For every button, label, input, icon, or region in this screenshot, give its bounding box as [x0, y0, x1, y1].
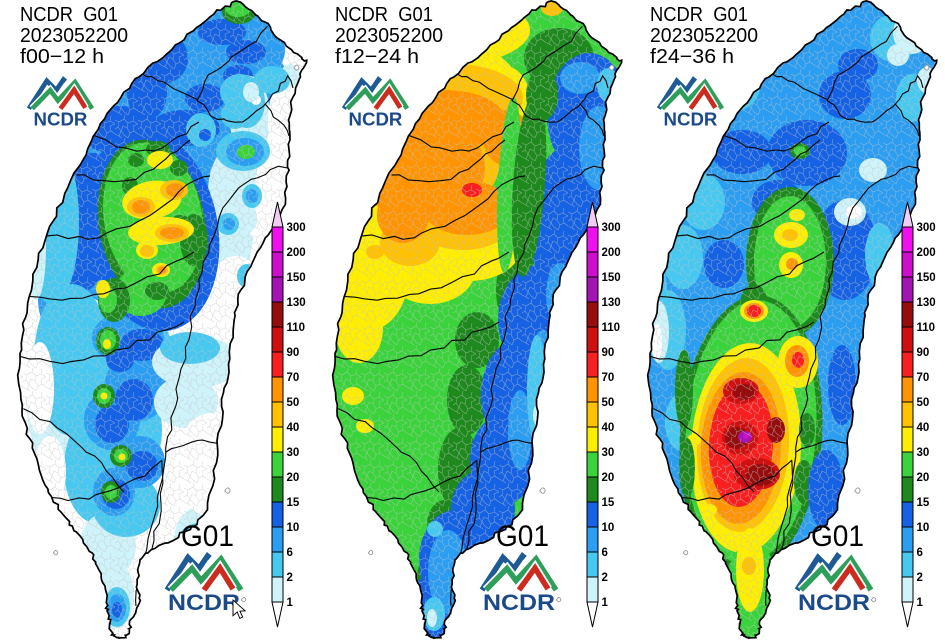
svg-text:6: 6 — [287, 547, 293, 559]
svg-text:15: 15 — [602, 497, 615, 509]
svg-text:20: 20 — [287, 472, 300, 484]
svg-text:2023052200: 2023052200 — [20, 25, 128, 47]
svg-text:NCDR: NCDR — [349, 109, 403, 130]
svg-text:NCDR: NCDR — [664, 109, 718, 130]
svg-text:50: 50 — [602, 397, 615, 409]
svg-text:70: 70 — [917, 372, 930, 384]
svg-text:15: 15 — [287, 497, 300, 509]
svg-text:NCDR G01: NCDR G01 — [650, 4, 748, 26]
svg-text:90: 90 — [287, 347, 300, 359]
svg-text:2: 2 — [287, 572, 293, 584]
svg-text:40: 40 — [917, 422, 930, 434]
svg-text:f00−12 h: f00−12 h — [20, 46, 104, 68]
svg-text:50: 50 — [287, 397, 300, 409]
svg-text:300: 300 — [602, 222, 621, 234]
svg-text:G01: G01 — [181, 520, 234, 553]
svg-text:200: 200 — [602, 247, 621, 259]
svg-text:40: 40 — [602, 422, 615, 434]
svg-text:150: 150 — [917, 272, 936, 284]
svg-text:150: 150 — [602, 272, 621, 284]
svg-text:10: 10 — [287, 522, 300, 534]
svg-text:2: 2 — [602, 572, 608, 584]
svg-text:f12−24 h: f12−24 h — [335, 46, 419, 68]
svg-text:6: 6 — [602, 547, 608, 559]
svg-text:110: 110 — [917, 322, 936, 334]
svg-text:1: 1 — [917, 597, 924, 609]
svg-text:NCDR: NCDR — [798, 590, 870, 615]
svg-text:2023052200: 2023052200 — [335, 25, 443, 47]
svg-text:40: 40 — [287, 422, 300, 434]
svg-text:130: 130 — [287, 297, 306, 309]
svg-text:50: 50 — [917, 397, 930, 409]
svg-text:200: 200 — [917, 247, 936, 259]
svg-text:10: 10 — [602, 522, 615, 534]
svg-text:90: 90 — [917, 347, 930, 359]
svg-text:90: 90 — [602, 347, 615, 359]
svg-text:20: 20 — [602, 472, 615, 484]
svg-text:300: 300 — [917, 222, 936, 234]
svg-text:10: 10 — [917, 522, 930, 534]
svg-text:30: 30 — [917, 447, 930, 459]
svg-text:f24−36 h: f24−36 h — [650, 46, 734, 68]
svg-text:200: 200 — [287, 247, 306, 259]
svg-text:150: 150 — [287, 272, 306, 284]
svg-text:6: 6 — [917, 547, 923, 559]
svg-text:20: 20 — [917, 472, 930, 484]
svg-text:1: 1 — [602, 597, 609, 609]
svg-text:30: 30 — [602, 447, 615, 459]
svg-text:110: 110 — [287, 322, 306, 334]
svg-text:NCDR: NCDR — [483, 590, 555, 615]
svg-text:70: 70 — [602, 372, 615, 384]
svg-text:G01: G01 — [496, 520, 549, 553]
svg-text:15: 15 — [917, 497, 930, 509]
svg-text:110: 110 — [602, 322, 621, 334]
svg-text:30: 30 — [287, 447, 300, 459]
svg-text:NCDR G01: NCDR G01 — [335, 4, 433, 26]
svg-text:NCDR: NCDR — [34, 109, 88, 130]
svg-text:130: 130 — [602, 297, 621, 309]
svg-text:130: 130 — [917, 297, 936, 309]
svg-text:2: 2 — [917, 572, 923, 584]
svg-text:70: 70 — [287, 372, 300, 384]
svg-text:2023052200: 2023052200 — [650, 25, 758, 47]
svg-text:1: 1 — [287, 597, 294, 609]
svg-text:300: 300 — [287, 222, 306, 234]
svg-text:G01: G01 — [811, 520, 864, 553]
svg-text:NCDR G01: NCDR G01 — [20, 4, 118, 26]
svg-text:NCDR: NCDR — [168, 590, 240, 615]
